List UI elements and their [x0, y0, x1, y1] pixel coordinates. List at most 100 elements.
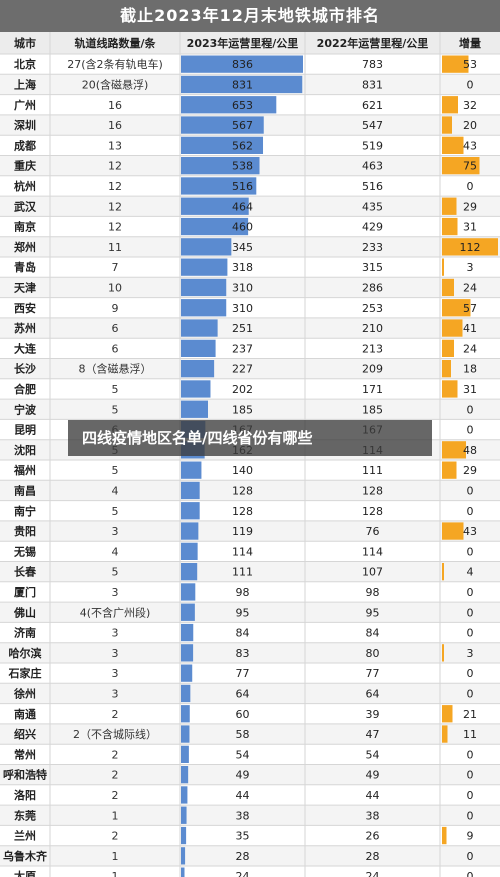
- lines-count-label: 8（含磁悬浮）: [79, 362, 152, 376]
- value-2023-label: 464: [232, 200, 253, 213]
- bar-increase: [442, 299, 471, 317]
- city-label: 绍兴: [14, 727, 36, 741]
- increase-label: 9: [467, 830, 474, 843]
- city-label: 石家庄: [8, 666, 42, 680]
- city-label: 杭州: [14, 179, 36, 193]
- column-header: 2022年运营里程/公里: [317, 36, 429, 50]
- city-label: 北京: [14, 57, 36, 71]
- lines-count-label: 2: [112, 769, 119, 782]
- lines-count-label: 5: [112, 403, 119, 416]
- value-2023-label: 77: [236, 667, 250, 680]
- bar-2023: [181, 786, 188, 804]
- lines-count-label: 12: [108, 200, 122, 213]
- lines-count-label: 16: [108, 119, 122, 132]
- overlay-caption: 四线疫情地区名单/四线省份有哪些: [68, 420, 432, 456]
- city-label: 上海: [14, 77, 36, 91]
- row-bg: [0, 196, 500, 217]
- increase-label: 3: [467, 647, 474, 660]
- bar-2023: [181, 684, 191, 703]
- bar-2023: [181, 502, 200, 520]
- city-label: 东莞: [14, 808, 36, 822]
- bar-2023: [181, 360, 215, 378]
- value-2022-label: 76: [366, 525, 380, 538]
- bar-2023: [181, 826, 187, 845]
- value-2022-label: 114: [362, 545, 383, 558]
- value-2022-label: 80: [366, 647, 380, 660]
- increase-label: 29: [463, 200, 477, 213]
- lines-count-label: 11: [108, 241, 122, 254]
- bar-increase: [442, 96, 458, 114]
- bar-2023: [181, 116, 264, 134]
- bar-2023: [181, 380, 211, 398]
- city-label: 南昌: [14, 483, 36, 497]
- increase-label: 0: [467, 748, 474, 761]
- increase-label: 0: [467, 687, 474, 700]
- bar-increase: [442, 319, 463, 337]
- increase-label: 0: [467, 505, 474, 518]
- lines-count-label: 9: [112, 302, 119, 315]
- value-2022-label: 213: [362, 342, 383, 355]
- city-label: 长沙: [14, 362, 36, 376]
- city-label: 成都: [14, 138, 36, 152]
- lines-count-label: 5: [112, 464, 119, 477]
- increase-label: 31: [463, 221, 477, 234]
- city-label: 长春: [14, 565, 37, 579]
- bar-2023: [181, 75, 303, 94]
- row-bg: [0, 561, 500, 582]
- increase-label: 0: [467, 545, 474, 558]
- bar-2023: [181, 400, 208, 418]
- city-label: 济南: [14, 626, 36, 640]
- city-label: 天津: [14, 280, 36, 294]
- city-label: 南京: [14, 220, 36, 234]
- bar-2023: [181, 258, 228, 276]
- value-2023-label: 38: [236, 809, 250, 822]
- increase-label: 0: [467, 789, 474, 802]
- bar-increase: [442, 705, 453, 723]
- increase-label: 75: [463, 160, 477, 173]
- lines-count-label: 4(不含广州段): [80, 605, 151, 619]
- lines-count-label: 6: [112, 342, 119, 355]
- value-2023-label: 310: [232, 281, 253, 294]
- column-header: 轨道线路数量/条: [74, 36, 156, 50]
- bar-increase: [442, 563, 444, 581]
- value-2022-label: 49: [366, 769, 380, 782]
- bar-increase: [442, 136, 464, 154]
- lines-count-label: 16: [108, 99, 122, 112]
- bar-2023: [181, 644, 194, 662]
- bar-2023: [181, 603, 195, 621]
- increase-label: 4: [467, 566, 474, 579]
- increase-label: 112: [460, 241, 481, 254]
- bar-2023: [181, 238, 232, 256]
- row-bg: [0, 277, 500, 298]
- bar-2023: [181, 157, 260, 175]
- city-label: 合肥: [14, 382, 36, 396]
- value-2022-label: 831: [362, 78, 383, 91]
- lines-count-label: 3: [112, 647, 119, 660]
- value-2023-label: 98: [236, 586, 250, 599]
- increase-label: 0: [467, 809, 474, 822]
- city-label: 徐州: [13, 686, 36, 700]
- value-2022-label: 621: [362, 99, 383, 112]
- lines-count-label: 1: [112, 870, 119, 877]
- value-2023-label: 128: [232, 484, 253, 497]
- lines-count-label: 1: [112, 809, 119, 822]
- value-2023-label: 831: [232, 78, 253, 91]
- value-2023-label: 562: [232, 139, 253, 152]
- bar-increase: [442, 258, 444, 276]
- value-2023-label: 49: [236, 769, 250, 782]
- value-2023-label: 538: [232, 160, 253, 173]
- bar-increase: [442, 380, 458, 398]
- row-bg: [0, 358, 500, 379]
- city-label: 沈阳: [14, 443, 36, 457]
- city-label: 哈尔滨: [9, 646, 42, 660]
- city-label: 广州: [14, 98, 36, 112]
- bar-2023: [181, 278, 227, 297]
- chart-title: 截止2023年12月末地铁城市排名: [0, 0, 500, 32]
- value-2022-label: 253: [362, 302, 383, 315]
- bar-2023: [181, 766, 189, 784]
- value-2023-label: 119: [232, 525, 253, 538]
- city-label: 郑州: [14, 240, 36, 254]
- increase-label: 0: [467, 667, 474, 680]
- bar-2023: [181, 177, 257, 195]
- value-2023-label: 836: [232, 58, 253, 71]
